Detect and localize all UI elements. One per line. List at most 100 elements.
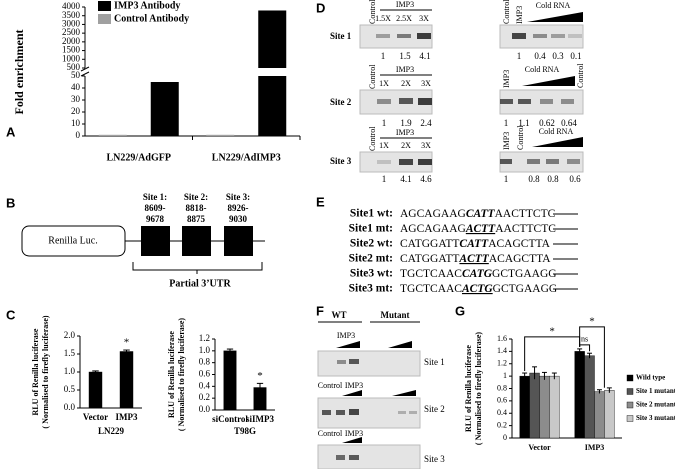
- y-tick-label: 500: [67, 62, 81, 72]
- error-bar: [577, 348, 583, 354]
- panel-label: B: [6, 195, 15, 210]
- bar: [258, 76, 287, 136]
- row-label: Site 3: [424, 454, 445, 464]
- lane-label: Control: [368, 64, 377, 89]
- y-axis-label: ( Normalised to firefly luciferase): [41, 315, 50, 428]
- y-tick-label: 1500: [62, 45, 81, 55]
- y-axis-label: RLU of Renilla luciferase: [464, 345, 473, 432]
- sequence-part: TGCTCAAC: [400, 268, 462, 280]
- significance-bracket: [579, 344, 591, 352]
- sequence: CATGGATTCATTACAGCTTA: [400, 238, 551, 250]
- x-tick-label: IMP3: [585, 443, 605, 452]
- y-tick-label: 2500: [62, 27, 81, 37]
- y-tick-label: 10: [71, 118, 81, 128]
- y-tick-label: 1.0: [199, 345, 211, 355]
- sequence-part: AACTTCTC: [495, 223, 556, 235]
- y-tick-label: 0.0: [64, 402, 76, 412]
- gradient-triangle: [522, 76, 575, 86]
- quant: 1: [382, 174, 387, 184]
- legend-swatch: [626, 388, 634, 395]
- quant: 2.4: [420, 118, 432, 128]
- sequence-part: CATGGATT: [400, 238, 459, 250]
- panel-label: C: [6, 307, 16, 322]
- site-label: 8875: [187, 214, 206, 224]
- lane-group-label: IMP3: [396, 128, 414, 137]
- significance: *: [589, 315, 595, 327]
- error-bar: [541, 371, 547, 380]
- row-label: Site 2: [330, 97, 352, 107]
- sequence-label: Site1 wt:: [350, 208, 393, 220]
- gel-band: [397, 34, 411, 38]
- gel-band: [518, 99, 531, 104]
- site-label: 8818-: [186, 203, 207, 213]
- gel-band: [417, 33, 431, 39]
- quant: 0.6: [569, 174, 581, 184]
- gel-band: [399, 98, 413, 104]
- lane-label: IMP3: [502, 70, 511, 88]
- y-axis-label: ( Normalised to firefly luciferase): [474, 332, 483, 445]
- gel-panel-d: Site 1 Control IMP3 1.5X 2.5X 3X 1 1.5 4…: [330, 0, 585, 184]
- gel: [317, 397, 421, 429]
- sequence-part: GCTGAAGG: [492, 268, 557, 280]
- gradient-triangle: [342, 390, 362, 396]
- legend-swatch: [626, 401, 634, 409]
- lane-label: IMP3: [337, 331, 355, 340]
- site-label: 8926-: [228, 203, 249, 213]
- bar: [150, 82, 179, 136]
- x-tick-label: Vector: [528, 443, 551, 452]
- cold-label: Cold RNA: [525, 65, 560, 74]
- bar: [519, 375, 530, 439]
- sequence-part: AGCAGAAG: [400, 208, 466, 220]
- y-tick-label: 3000: [62, 18, 81, 28]
- error-bar: [596, 389, 602, 394]
- bar: [549, 375, 560, 439]
- dose-label: 3X: [419, 14, 429, 23]
- y-tick-label: 1.5: [64, 348, 76, 358]
- quant: 0.4: [534, 51, 546, 61]
- row-label: Site 2: [424, 404, 445, 414]
- gel-band: [349, 409, 359, 415]
- significance: *: [257, 370, 263, 382]
- gel-band: [527, 159, 540, 164]
- row-label: Site 1: [330, 31, 352, 41]
- error-bar: [606, 387, 612, 393]
- error-bar: [522, 372, 528, 380]
- gel-band: [418, 98, 432, 105]
- dose-label: 1X: [379, 79, 389, 88]
- quant: 1: [504, 118, 509, 128]
- cold-label: Cold RNA: [536, 1, 571, 10]
- y-tick-label: 0.8: [199, 357, 211, 367]
- quant: 1: [381, 51, 386, 61]
- sequence-part: ACAGCTTA: [489, 253, 551, 265]
- significance: *: [124, 337, 130, 349]
- gel-band: [540, 99, 553, 104]
- site-label: 9678: [146, 214, 165, 224]
- error-bar: [587, 352, 593, 359]
- gel-band: [512, 33, 526, 39]
- error-bar: [551, 372, 557, 380]
- bar: [594, 391, 605, 439]
- panel-label: D: [316, 0, 325, 15]
- x-tick-label: LN229/AdGFP: [107, 152, 171, 163]
- dose-label: 3X: [421, 141, 431, 150]
- sequence-part: AGCAGAAG: [400, 223, 466, 235]
- panel-label: G: [455, 303, 465, 318]
- dose-label: 2X: [401, 79, 411, 88]
- gradient-triangle: [336, 341, 360, 348]
- y-tick-label: 1.0: [64, 366, 76, 376]
- site-label: 9030: [229, 214, 248, 224]
- gel: [317, 444, 421, 469]
- gel: [359, 24, 433, 49]
- lane-label: IMP3: [345, 429, 363, 438]
- site-box: [182, 226, 211, 256]
- y-tick-label: 2.0: [64, 330, 76, 340]
- y-tick-label: 1: [503, 371, 507, 380]
- gel-band: [349, 455, 359, 460]
- y-axis-label: Fold enrichment: [12, 30, 26, 115]
- bar: [258, 10, 287, 68]
- legend-swatch: [98, 14, 111, 24]
- quant: 0.62: [539, 118, 555, 128]
